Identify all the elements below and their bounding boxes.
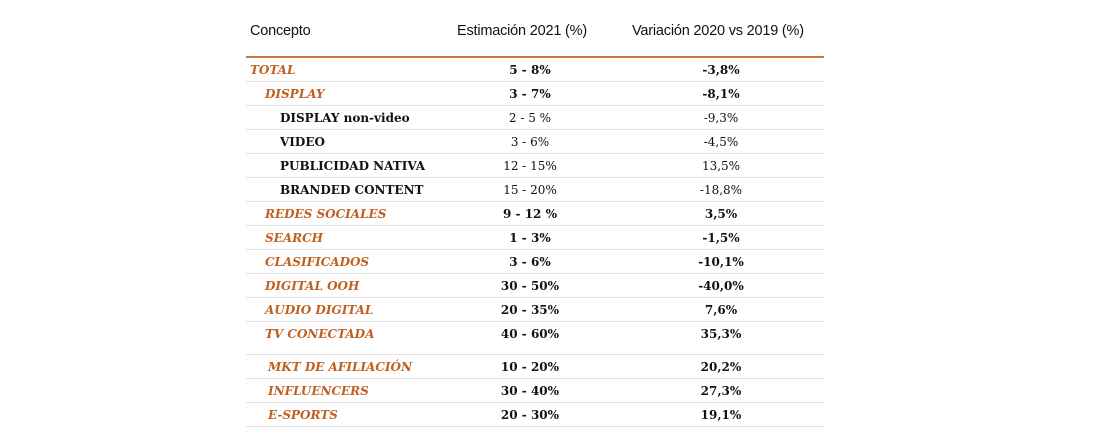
table-row-redes-sociales: REDES SOCIALES 9 - 12 % 3,5%: [246, 202, 824, 226]
row-concept: PUBLICIDAD NATIVA: [280, 159, 426, 173]
row-variation: 7,6%: [704, 303, 738, 317]
row-concept: SEARCH: [265, 231, 323, 245]
row-estimate: 3 - 7%: [509, 87, 551, 101]
header-estimate: Estimación 2021 (%): [457, 23, 587, 39]
row-estimate: 2 - 5 %: [508, 111, 552, 125]
row-estimate: 12 - 15%: [503, 159, 557, 173]
row-variation: -3,8%: [702, 63, 740, 77]
row-concept: TV CONECTADA: [265, 327, 375, 341]
row-estimate: 3 - 6%: [509, 255, 551, 269]
table-row-video: VIDEO 3 - 6% -4,5%: [246, 130, 824, 154]
table-row-display-non-video: DISPLAY non-video 2 - 5 % -9,3%: [246, 106, 824, 130]
row-concept: DISPLAY non-video: [280, 111, 410, 125]
row-concept: BRANDED CONTENT: [280, 183, 424, 197]
row-variation: 35,3%: [700, 327, 742, 341]
row-estimate: 20 - 35%: [500, 303, 560, 317]
table-header: Concepto Estimación 2021 (%) Variación 2…: [246, 0, 824, 58]
row-variation: 20,2%: [700, 360, 742, 374]
row-estimate: 15 - 20%: [503, 183, 557, 197]
table-row-branded-content: BRANDED CONTENT 15 - 20% -18,8%: [246, 178, 824, 202]
table-row-tv-conectada: TV CONECTADA 40 - 60% 35,3%: [246, 322, 824, 355]
row-variation: 13,5%: [701, 159, 741, 173]
row-estimate: 9 - 12 %: [503, 207, 557, 221]
table-row-audio-digital: AUDIO DIGITAL 20 - 35% 7,6%: [246, 298, 824, 322]
row-concept: AUDIO DIGITAL: [265, 303, 374, 317]
table-row-search: SEARCH 1 - 3% -1,5%: [246, 226, 824, 250]
row-estimate: 10 - 20%: [500, 360, 560, 374]
row-variation: -8,1%: [702, 87, 740, 101]
row-variation: 19,1%: [700, 408, 742, 422]
table-row-digital-ooh: DIGITAL OOH 30 - 50% -40,0%: [246, 274, 824, 298]
row-variation: 3,5%: [704, 207, 738, 221]
row-estimate: 30 - 50%: [500, 279, 560, 293]
header-concept: Concepto: [250, 23, 311, 39]
row-estimate: 5 - 8%: [509, 63, 551, 77]
row-variation: -1,5%: [702, 231, 740, 245]
row-variation: -10,1%: [698, 255, 744, 269]
row-estimate: 3 - 6%: [510, 135, 550, 149]
row-estimate: 1 - 3%: [509, 231, 551, 245]
row-concept: TOTAL: [250, 63, 296, 77]
row-concept: DISPLAY: [265, 87, 325, 101]
table-row-total: TOTAL 5 - 8% -3,8%: [246, 58, 824, 82]
row-concept: DIGITAL OOH: [265, 279, 360, 293]
table-row-mkt-afiliacion: MKT DE AFILIACIÓN 10 - 20% 20,2%: [246, 355, 824, 379]
forecast-table: Concepto Estimación 2021 (%) Variación 2…: [246, 0, 824, 427]
row-estimate: 30 - 40%: [500, 384, 560, 398]
row-concept: E-SPORTS: [268, 408, 338, 422]
row-variation: -18,8%: [699, 183, 743, 197]
header-variation: Variación 2020 vs 2019 (%): [632, 23, 804, 39]
row-variation: 27,3%: [700, 384, 742, 398]
row-estimate: 40 - 60%: [500, 327, 560, 341]
row-concept: REDES SOCIALES: [265, 207, 387, 221]
row-concept: VIDEO: [280, 135, 325, 149]
row-variation: -4,5%: [703, 135, 739, 149]
table-row-influencers: INFLUENCERS 30 - 40% 27,3%: [246, 379, 824, 403]
table-row-publicidad-nativa: PUBLICIDAD NATIVA 12 - 15% 13,5%: [246, 154, 824, 178]
row-concept: MKT DE AFILIACIÓN: [268, 360, 412, 374]
table-row-e-sports: E-SPORTS 20 - 30% 19,1%: [246, 403, 824, 427]
row-variation: -40,0%: [698, 279, 744, 293]
row-concept: CLASIFICADOS: [265, 255, 370, 269]
table-row-display: DISPLAY 3 - 7% -8,1%: [246, 82, 824, 106]
table-row-clasificados: CLASIFICADOS 3 - 6% -10,1%: [246, 250, 824, 274]
row-concept: INFLUENCERS: [268, 384, 369, 398]
row-estimate: 20 - 30%: [500, 408, 560, 422]
row-variation: -9,3%: [703, 111, 739, 125]
